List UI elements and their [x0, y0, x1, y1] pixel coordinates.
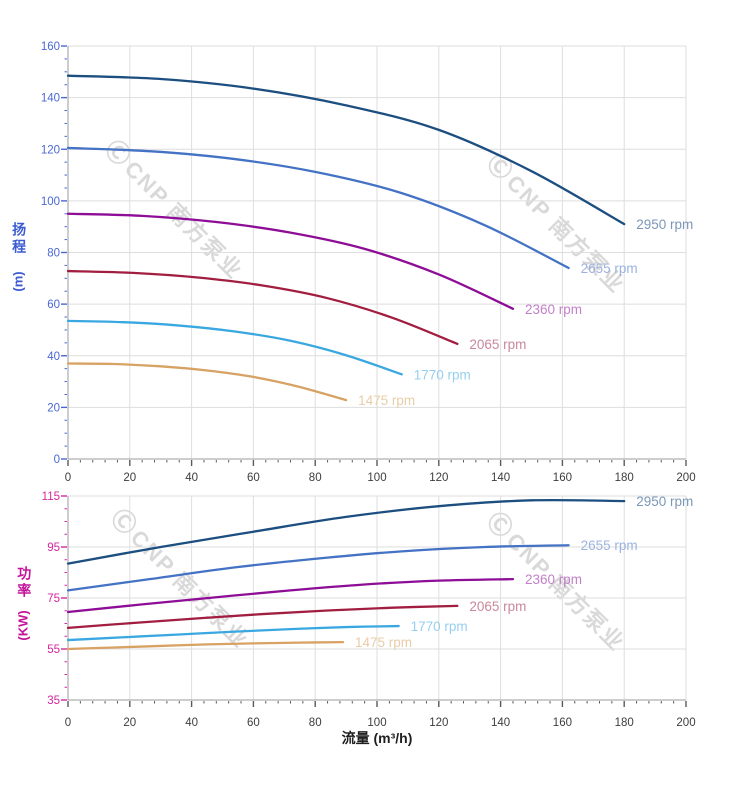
curve-2950-rpm — [66, 74, 626, 226]
x-tick-label: 140 — [491, 472, 510, 484]
y-tick-label: 95 — [47, 542, 60, 554]
y-tick-label: 160 — [41, 41, 60, 53]
x-tick-label: 80 — [309, 472, 322, 484]
curve-label-2655-rpm: 2655 rpm — [581, 261, 638, 276]
y-tick-label: 20 — [47, 402, 60, 414]
curve-2655-rpm — [66, 146, 570, 270]
curve-2065-rpm — [66, 269, 459, 346]
x-tick-label: 200 — [676, 717, 695, 729]
curve-label-1770-rpm: 1770 rpm — [411, 619, 468, 634]
y-tick-label: 140 — [41, 93, 60, 105]
curve-2950-rpm — [66, 498, 626, 565]
curve-label-2360-rpm: 2360 rpm — [525, 302, 582, 317]
x-tick-label: 200 — [676, 472, 695, 484]
x-tick-label: 20 — [123, 472, 136, 484]
curve-label-2065-rpm: 2065 rpm — [469, 337, 526, 352]
y-tick-label: 60 — [47, 299, 60, 311]
curve-label-2950-rpm: 2950 rpm — [636, 494, 693, 509]
x-tick-label: 60 — [247, 472, 260, 484]
x-tick-label: 0 — [65, 717, 71, 729]
x-tick-label: 160 — [553, 717, 572, 729]
curve-1475-rpm — [66, 640, 345, 651]
curve-label-2065-rpm: 2065 rpm — [469, 599, 526, 614]
y-tick-label: 75 — [47, 593, 60, 605]
power-axis-title-text: 功率 — [16, 566, 33, 600]
y-tick-label: 40 — [47, 351, 60, 363]
head-axis-unit: (m) — [10, 271, 26, 292]
curve-2065-rpm — [66, 604, 459, 629]
curve-1475-rpm — [66, 362, 348, 402]
power-y-axis-title: 功率 (KW) — [9, 566, 39, 641]
y-tick-label: 115 — [42, 491, 60, 503]
y-tick-label: 100 — [41, 196, 60, 208]
gridlines — [68, 495, 687, 700]
x-tick-label: 40 — [185, 472, 198, 484]
x-tick-label: 120 — [429, 472, 448, 484]
curve-label-1475-rpm: 1475 rpm — [358, 393, 415, 408]
x-tick-label: 180 — [615, 472, 634, 484]
x-tick-label: 0 — [65, 472, 71, 484]
y-axis-ticks — [61, 45, 67, 460]
power-axis-unit: (KW) — [15, 610, 31, 641]
x-tick-label: 180 — [615, 717, 634, 729]
head-y-axis-title: 扬程 (m) — [9, 222, 29, 292]
flow-x-axis-title: 流量 (m³/h) — [341, 730, 413, 746]
x-tick-label: 20 — [123, 717, 136, 729]
curve-2360-rpm — [66, 212, 515, 310]
x-tick-label: 60 — [247, 717, 260, 729]
y-tick-label: 120 — [41, 144, 60, 156]
curve-2655-rpm — [66, 544, 570, 592]
curve-label-2360-rpm: 2360 rpm — [525, 572, 582, 587]
power-curve-chart: 35 55 75 95 115 0 20 40 60 80 100 120 140 160 180 200 29… — [42, 491, 696, 729]
x-tick-label: 140 — [491, 717, 510, 729]
x-axis-ticks — [67, 701, 687, 707]
curve-2360-rpm — [66, 577, 515, 614]
x-tick-label: 100 — [367, 717, 386, 729]
x-tick-label: 160 — [553, 472, 572, 484]
curve-label-2950-rpm: 2950 rpm — [636, 217, 693, 232]
y-tick-label: 35 — [47, 695, 60, 707]
y-tick-label: 55 — [47, 644, 60, 656]
y-tick-label: 0 — [54, 454, 60, 466]
head-axis-title-text: 扬程 — [11, 222, 28, 256]
y-axis-ticks — [61, 495, 67, 701]
x-tick-label: 100 — [367, 472, 386, 484]
y-tick-label: 80 — [47, 248, 60, 260]
x-tick-label: 40 — [185, 717, 198, 729]
x-tick-label: 120 — [429, 717, 448, 729]
curve-label-2655-rpm: 2655 rpm — [581, 538, 638, 553]
curve-label-1475-rpm: 1475 rpm — [355, 635, 412, 650]
head-curve-chart: 0 20 40 60 80 100 120 140 160 0 20 40 60 80 100 120 140 1… — [41, 41, 696, 484]
x-tick-label: 80 — [309, 717, 322, 729]
curve-1770-rpm — [66, 319, 403, 376]
curve-1770-rpm — [66, 624, 400, 642]
x-axis-ticks — [67, 460, 687, 466]
curve-label-1770-rpm: 1770 rpm — [414, 367, 471, 382]
